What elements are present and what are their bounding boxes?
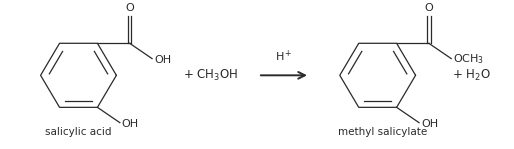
Text: OH: OH: [122, 119, 139, 129]
Text: salicylic acid: salicylic acid: [45, 127, 112, 137]
Text: H$^+$: H$^+$: [275, 48, 293, 64]
Text: + CH$_3$OH: + CH$_3$OH: [182, 68, 238, 83]
Text: + H$_2$O: + H$_2$O: [452, 68, 491, 83]
Text: O: O: [125, 3, 134, 13]
Text: methyl salicylate: methyl salicylate: [338, 127, 427, 137]
Text: OCH$_3$: OCH$_3$: [453, 53, 485, 66]
Text: O: O: [425, 3, 433, 13]
Text: OH: OH: [154, 55, 171, 65]
Text: OH: OH: [421, 119, 438, 129]
